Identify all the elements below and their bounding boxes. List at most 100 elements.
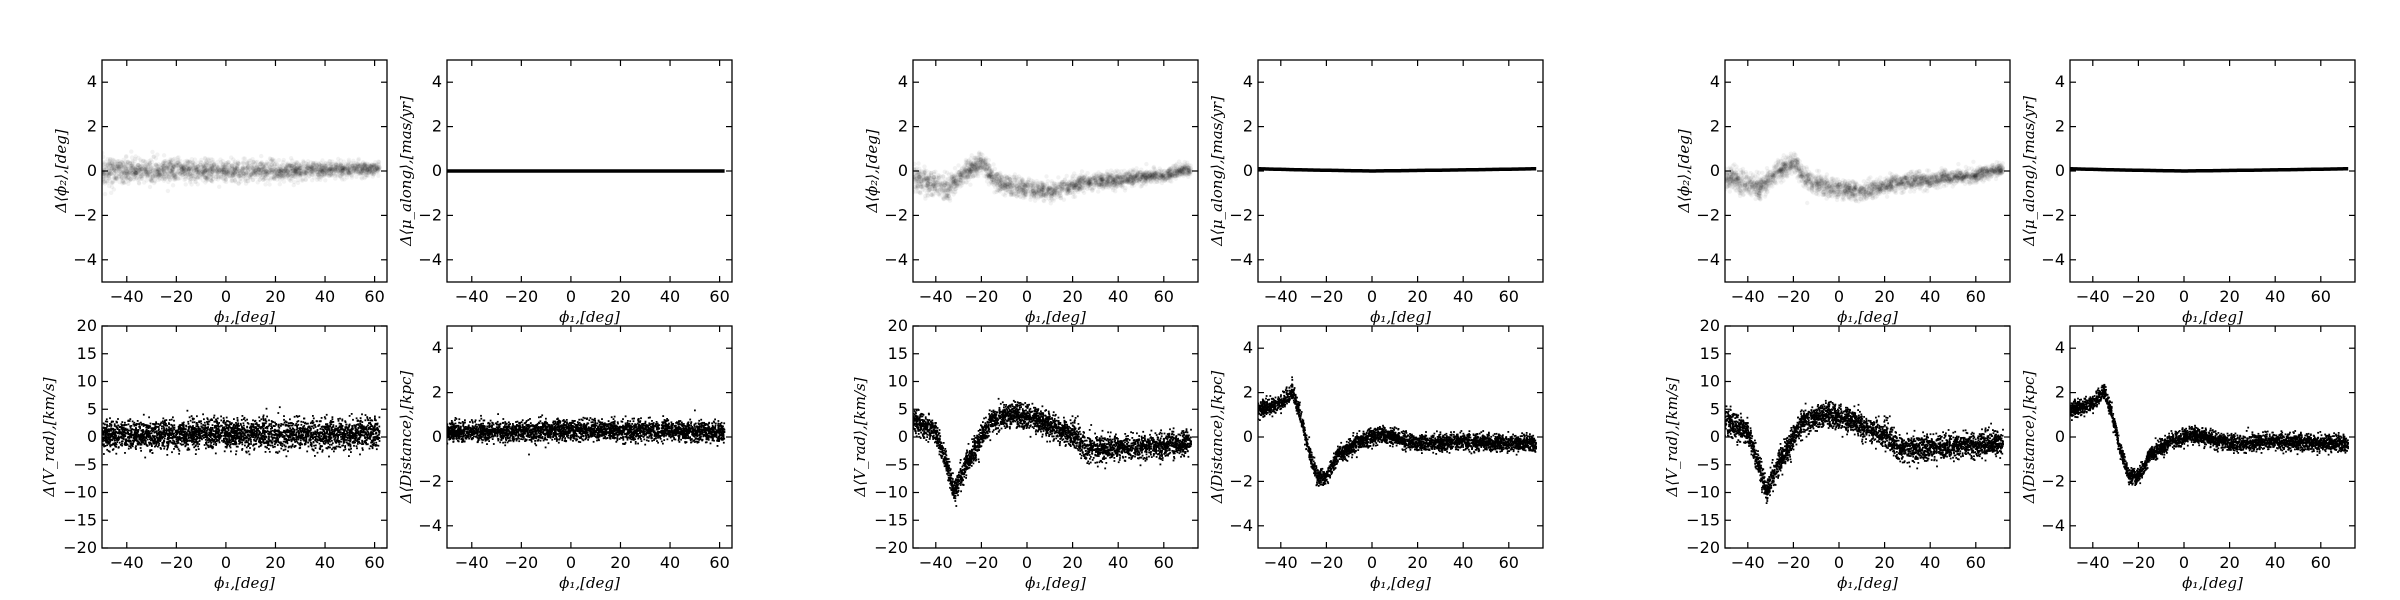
data-point bbox=[192, 171, 197, 176]
data-point bbox=[285, 455, 288, 458]
data-point bbox=[187, 165, 192, 171]
data-point bbox=[265, 178, 270, 183]
data-point bbox=[240, 423, 242, 426]
data-point bbox=[271, 438, 274, 441]
data-point bbox=[363, 162, 368, 167]
data-point bbox=[298, 166, 303, 171]
data-point bbox=[360, 171, 365, 176]
y-tick-label: 10 bbox=[77, 372, 97, 391]
data-point bbox=[147, 162, 153, 167]
data-point bbox=[277, 412, 280, 414]
data-point bbox=[293, 168, 299, 173]
data-point bbox=[340, 177, 345, 182]
data-point bbox=[135, 171, 140, 176]
data-point bbox=[278, 450, 281, 453]
data-point bbox=[125, 159, 131, 165]
data-point bbox=[353, 164, 358, 169]
x-tick-label: 60 bbox=[364, 553, 384, 572]
data-point bbox=[115, 443, 118, 446]
data-point bbox=[263, 169, 268, 175]
data-point bbox=[187, 172, 193, 177]
data-point bbox=[345, 172, 350, 178]
data-point bbox=[325, 165, 330, 170]
data-point bbox=[313, 167, 318, 173]
data-point bbox=[258, 165, 263, 170]
data-point bbox=[106, 175, 111, 181]
data-point bbox=[290, 158, 295, 163]
data-point bbox=[209, 167, 214, 173]
data-point bbox=[147, 160, 153, 165]
data-point bbox=[165, 188, 171, 194]
data-point bbox=[232, 171, 238, 176]
data-point bbox=[370, 162, 375, 168]
data-point bbox=[171, 157, 176, 162]
data-point bbox=[368, 437, 370, 440]
data-point bbox=[351, 166, 357, 171]
data-point bbox=[300, 178, 305, 183]
data-point bbox=[247, 160, 252, 166]
data-point bbox=[217, 167, 222, 173]
data-point bbox=[204, 175, 209, 180]
data-point bbox=[372, 167, 378, 172]
data-point bbox=[106, 166, 111, 171]
data-point bbox=[132, 166, 138, 171]
data-point bbox=[185, 159, 190, 164]
data-point bbox=[154, 166, 160, 172]
data-point bbox=[257, 177, 263, 182]
data-point bbox=[220, 163, 225, 168]
data-point bbox=[103, 174, 109, 179]
data-point bbox=[292, 169, 297, 174]
data-point bbox=[145, 174, 150, 180]
data-point bbox=[131, 163, 136, 168]
data-point bbox=[133, 154, 138, 159]
data-point bbox=[320, 417, 323, 419]
data-point bbox=[141, 165, 147, 171]
data-point bbox=[249, 163, 254, 168]
data-point bbox=[208, 167, 213, 172]
data-point bbox=[102, 179, 106, 184]
y-tick-label: −4 bbox=[73, 250, 97, 269]
data-point bbox=[131, 172, 136, 177]
data-point bbox=[303, 173, 308, 179]
data-point bbox=[244, 159, 249, 164]
data-point bbox=[305, 168, 310, 174]
data-point bbox=[318, 168, 323, 173]
data-point bbox=[376, 166, 381, 171]
data-point bbox=[149, 430, 151, 433]
data-point bbox=[332, 173, 338, 178]
data-point bbox=[324, 164, 329, 169]
data-point bbox=[261, 176, 266, 181]
data-point bbox=[355, 445, 358, 448]
data-point bbox=[299, 162, 304, 167]
data-point bbox=[340, 172, 345, 177]
data-point bbox=[201, 164, 206, 170]
data-point bbox=[241, 156, 246, 161]
data-point bbox=[234, 171, 239, 176]
data-point bbox=[117, 159, 122, 164]
data-point bbox=[210, 167, 215, 172]
data-point bbox=[236, 161, 241, 166]
data-point bbox=[277, 169, 282, 174]
data-point bbox=[215, 174, 221, 179]
data-point bbox=[102, 440, 104, 443]
data-point bbox=[186, 167, 192, 172]
data-point bbox=[312, 165, 317, 170]
data-point bbox=[102, 191, 108, 197]
data-point bbox=[166, 174, 171, 179]
data-point bbox=[160, 174, 165, 179]
data-point bbox=[343, 170, 348, 176]
data-point bbox=[154, 164, 159, 169]
data-point bbox=[216, 164, 222, 169]
data-point bbox=[124, 154, 129, 159]
data-point bbox=[216, 169, 222, 174]
data-point bbox=[249, 172, 254, 178]
data-point bbox=[105, 157, 110, 162]
data-point bbox=[129, 149, 134, 154]
data-point bbox=[168, 159, 173, 164]
data-point bbox=[163, 445, 166, 448]
data-point bbox=[344, 445, 347, 447]
data-point bbox=[271, 158, 276, 164]
data-point bbox=[229, 163, 235, 168]
data-point bbox=[332, 424, 335, 426]
data-point bbox=[366, 162, 371, 167]
